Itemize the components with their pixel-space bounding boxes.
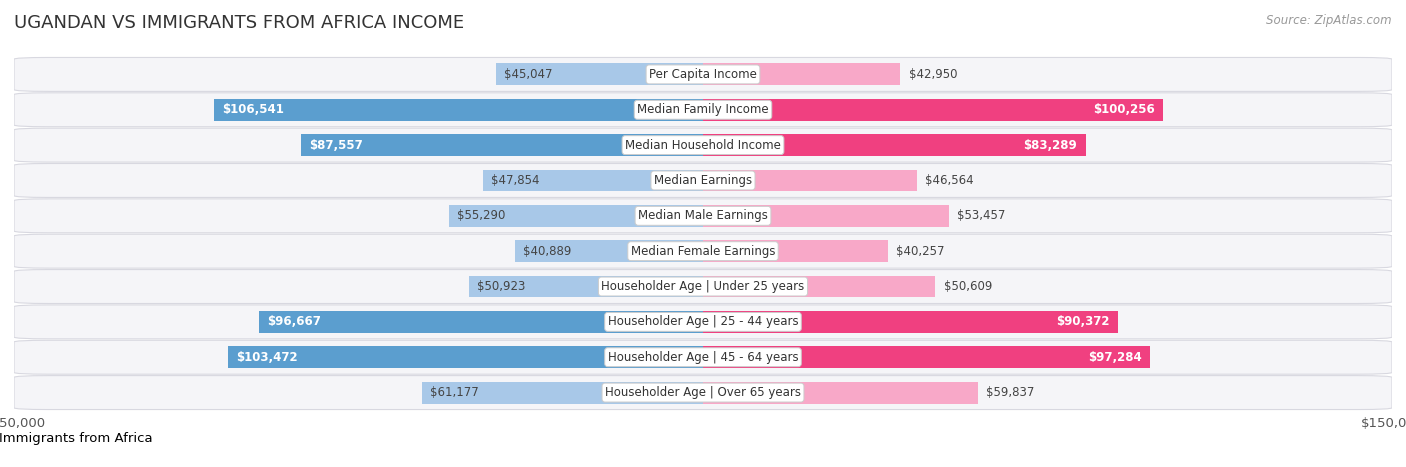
Text: $100,256: $100,256 bbox=[1094, 103, 1156, 116]
Bar bbox=[484, 170, 703, 191]
Text: Median Female Earnings: Median Female Earnings bbox=[631, 245, 775, 258]
Bar bbox=[703, 205, 949, 227]
FancyBboxPatch shape bbox=[14, 57, 1392, 92]
Text: UGANDAN VS IMMIGRANTS FROM AFRICA INCOME: UGANDAN VS IMMIGRANTS FROM AFRICA INCOME bbox=[14, 14, 464, 32]
Text: $40,889: $40,889 bbox=[523, 245, 572, 258]
Text: $53,457: $53,457 bbox=[957, 209, 1005, 222]
FancyBboxPatch shape bbox=[14, 375, 1392, 410]
Text: Median Household Income: Median Household Income bbox=[626, 139, 780, 152]
Bar bbox=[703, 170, 917, 191]
FancyBboxPatch shape bbox=[14, 163, 1392, 198]
Text: $50,923: $50,923 bbox=[478, 280, 526, 293]
FancyBboxPatch shape bbox=[14, 269, 1392, 304]
Text: $50,609: $50,609 bbox=[943, 280, 993, 293]
Text: $83,289: $83,289 bbox=[1024, 139, 1077, 152]
Text: $47,854: $47,854 bbox=[492, 174, 540, 187]
Bar bbox=[470, 276, 703, 297]
Text: $61,177: $61,177 bbox=[430, 386, 479, 399]
Text: $90,372: $90,372 bbox=[1056, 315, 1109, 328]
Text: $97,284: $97,284 bbox=[1088, 351, 1142, 364]
Text: Householder Age | 25 - 44 years: Householder Age | 25 - 44 years bbox=[607, 315, 799, 328]
FancyBboxPatch shape bbox=[14, 340, 1392, 374]
Text: $87,557: $87,557 bbox=[309, 139, 363, 152]
Bar bbox=[214, 99, 703, 121]
Bar bbox=[703, 311, 1118, 333]
Bar bbox=[703, 134, 1085, 156]
FancyBboxPatch shape bbox=[14, 305, 1392, 339]
Bar bbox=[515, 240, 703, 262]
Text: Householder Age | 45 - 64 years: Householder Age | 45 - 64 years bbox=[607, 351, 799, 364]
Bar bbox=[259, 311, 703, 333]
Text: $59,837: $59,837 bbox=[986, 386, 1035, 399]
Bar bbox=[703, 99, 1164, 121]
Bar bbox=[449, 205, 703, 227]
Text: $96,667: $96,667 bbox=[267, 315, 321, 328]
Bar bbox=[422, 382, 703, 403]
Text: $42,950: $42,950 bbox=[908, 68, 957, 81]
Text: $40,257: $40,257 bbox=[896, 245, 945, 258]
Text: $103,472: $103,472 bbox=[236, 351, 298, 364]
Text: Median Family Income: Median Family Income bbox=[637, 103, 769, 116]
Text: $46,564: $46,564 bbox=[925, 174, 974, 187]
Legend: Ugandan, Immigrants from Africa: Ugandan, Immigrants from Africa bbox=[0, 427, 157, 451]
Text: Householder Age | Under 25 years: Householder Age | Under 25 years bbox=[602, 280, 804, 293]
Bar bbox=[703, 64, 900, 85]
Text: $106,541: $106,541 bbox=[222, 103, 284, 116]
Text: Householder Age | Over 65 years: Householder Age | Over 65 years bbox=[605, 386, 801, 399]
FancyBboxPatch shape bbox=[14, 93, 1392, 127]
Bar bbox=[703, 276, 935, 297]
FancyBboxPatch shape bbox=[14, 199, 1392, 233]
Bar bbox=[496, 64, 703, 85]
Text: $45,047: $45,047 bbox=[505, 68, 553, 81]
Bar bbox=[228, 346, 703, 368]
Bar bbox=[703, 346, 1150, 368]
Bar bbox=[301, 134, 703, 156]
Text: Median Male Earnings: Median Male Earnings bbox=[638, 209, 768, 222]
Text: Per Capita Income: Per Capita Income bbox=[650, 68, 756, 81]
Text: $55,290: $55,290 bbox=[457, 209, 506, 222]
Text: Median Earnings: Median Earnings bbox=[654, 174, 752, 187]
Bar bbox=[703, 382, 977, 403]
Text: Source: ZipAtlas.com: Source: ZipAtlas.com bbox=[1267, 14, 1392, 27]
Bar bbox=[703, 240, 889, 262]
FancyBboxPatch shape bbox=[14, 234, 1392, 268]
FancyBboxPatch shape bbox=[14, 128, 1392, 162]
